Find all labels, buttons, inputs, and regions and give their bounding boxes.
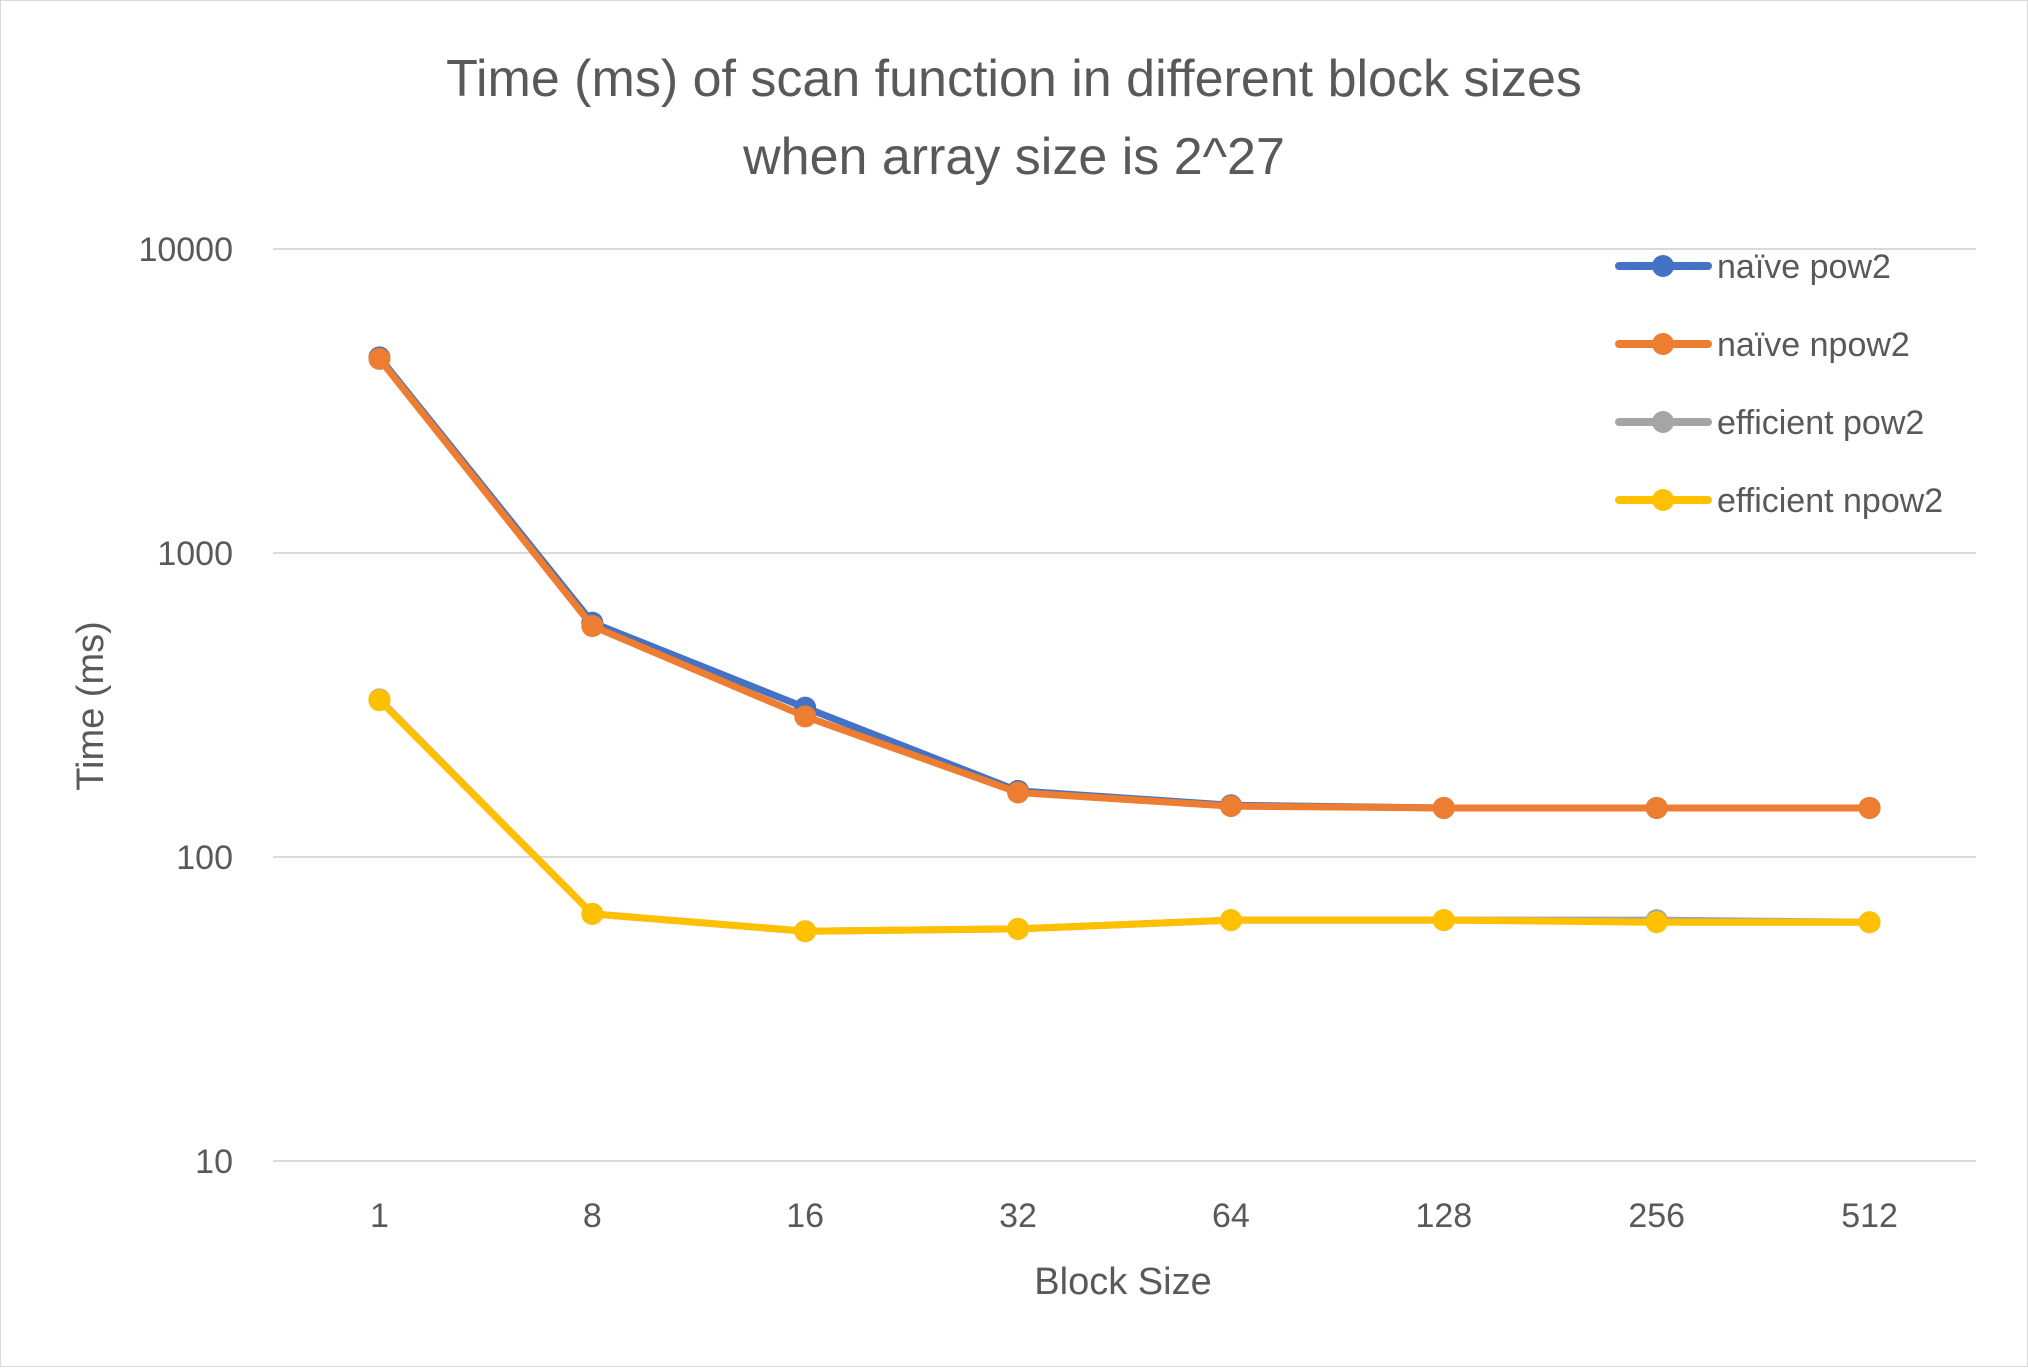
series-lines [368, 346, 1881, 943]
series-line [375, 696, 1874, 935]
x-tick-label: 64 [1212, 1197, 1250, 1235]
legend-entry: naïve pow2 [1615, 248, 1891, 286]
data-point [368, 347, 391, 370]
y-axis-label: Time (ms) [70, 621, 112, 791]
x-tick-label: 32 [999, 1197, 1037, 1235]
y-tick-label: 10000 [138, 231, 233, 269]
legend: naïve pow2 naïve npow2 efficient pow2 effic… [1615, 248, 1943, 520]
data-point [1432, 796, 1455, 819]
data-point [794, 920, 817, 943]
y-tick-label: 10 [195, 1143, 233, 1181]
series-3 [368, 689, 1881, 943]
y-axis-ticks: 10 100 1000 10000 [138, 231, 233, 1181]
data-point [1007, 781, 1030, 804]
legend-entry: efficient pow2 [1615, 404, 1924, 442]
gridlines [273, 248, 1976, 1162]
legend-entry: naïve npow2 [1615, 326, 1910, 364]
legend-swatch-marker [1652, 411, 1674, 433]
legend-swatch-marker [1652, 255, 1674, 277]
chart-title-line-1: Time (ms) of scan function in different … [446, 50, 1582, 108]
data-point [368, 689, 391, 712]
x-tick-label: 1 [370, 1197, 389, 1235]
series-line [375, 355, 1874, 812]
data-point [1858, 911, 1881, 934]
x-axis-label: Block Size [1034, 1261, 1211, 1303]
x-tick-label: 8 [583, 1197, 602, 1235]
legend-label: naïve pow2 [1717, 248, 1891, 286]
x-tick-label: 256 [1628, 1197, 1685, 1235]
data-point [1645, 911, 1668, 934]
legend-label: efficient pow2 [1717, 404, 1924, 442]
legend-entry: efficient npow2 [1615, 482, 1943, 520]
data-point [794, 705, 817, 728]
y-tick-label: 1000 [157, 535, 233, 573]
legend-swatch-marker [1652, 489, 1674, 511]
x-tick-label: 512 [1841, 1197, 1898, 1235]
data-point [1219, 795, 1242, 818]
legend-swatch-marker [1652, 333, 1674, 355]
chart-title-line-2: when array size is 2^27 [742, 128, 1285, 186]
data-point [1007, 917, 1030, 940]
legend-label: efficient npow2 [1717, 482, 1943, 520]
data-point [581, 902, 604, 925]
x-tick-label: 128 [1415, 1197, 1472, 1235]
series-1 [368, 347, 1881, 819]
x-tick-label: 16 [786, 1197, 824, 1235]
data-point [1645, 796, 1668, 819]
data-point [1858, 796, 1881, 819]
series-line [375, 695, 1874, 935]
data-point [581, 615, 604, 638]
data-point [1219, 909, 1242, 932]
y-tick-label: 100 [176, 839, 233, 877]
legend-label: naïve npow2 [1717, 326, 1910, 364]
x-axis-ticks: 1 8 16 32 64 128 256 512 [370, 1197, 1898, 1235]
data-point [1432, 909, 1455, 932]
